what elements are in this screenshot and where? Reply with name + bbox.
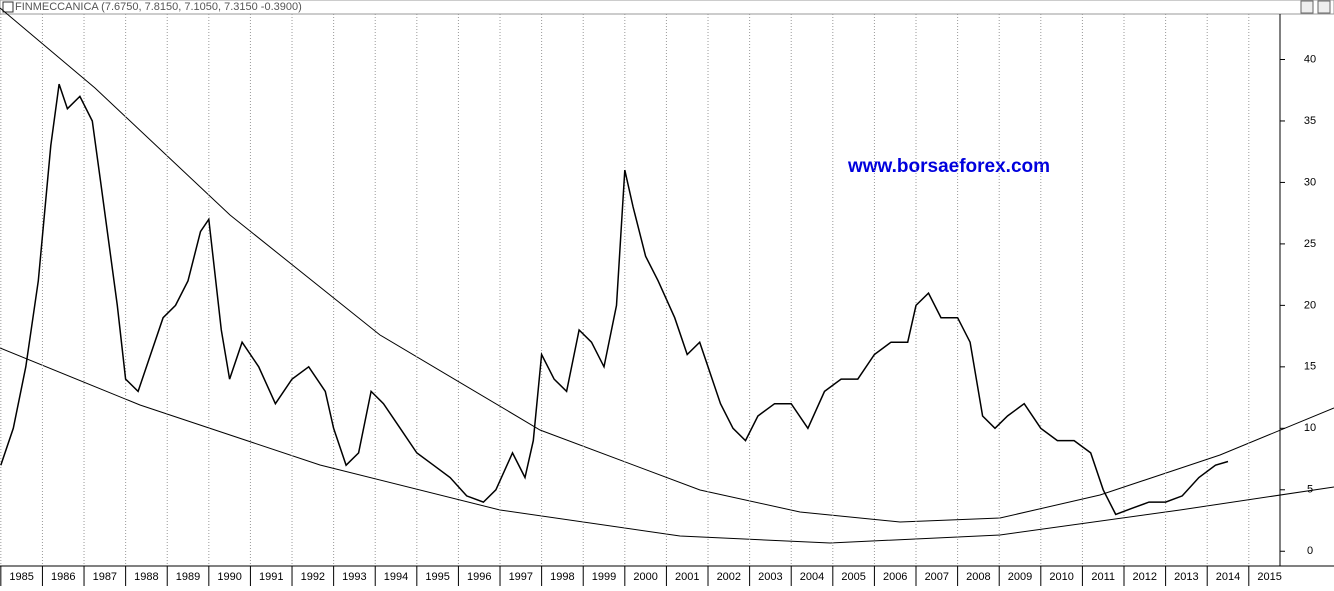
y-tick-label: 35 [1304,115,1316,127]
x-tick-label: 1986 [51,571,75,583]
x-tick-label: 2003 [758,571,782,583]
x-tick-label: 2007 [925,571,949,583]
x-tick-label: 1990 [217,571,241,583]
x-tick-label: 2004 [800,571,824,583]
x-tick-label: 1988 [134,571,158,583]
x-tick-label: 2011 [1091,571,1115,583]
y-tick-label: 20 [1304,299,1316,311]
y-tick-label: 15 [1304,361,1316,373]
title-bar [0,0,1334,15]
x-tick-label: 2015 [1257,571,1281,583]
x-tick-label: 2002 [717,571,741,583]
y-tick-label: 25 [1304,238,1316,250]
watermark: www.borsaeforex.com [847,156,1050,177]
x-tick-label: 1994 [384,571,408,583]
x-tick-label: 1989 [176,571,200,583]
x-tick-label: 2012 [1133,571,1157,583]
x-tick-label: 2013 [1174,571,1198,583]
y-tick-label: 30 [1304,176,1316,188]
trend-curve-lower [0,347,1334,544]
x-tick-label: 1993 [342,571,366,583]
window-icon [2,1,14,13]
x-tick-label: 2000 [633,571,657,583]
y-tick-label: 40 [1304,53,1316,65]
x-tick-label: 1987 [93,571,117,583]
price-line [0,83,1229,516]
y-tick-label: 5 [1307,484,1313,496]
x-tick-label: 1998 [550,571,574,583]
x-tick-label: 1992 [301,571,325,583]
x-tick-label: 2014 [1216,571,1240,583]
chart-title: FINMECCANICA (7.6750, 7.8150, 7.1050, 7.… [15,1,302,13]
x-tick-label: 1985 [9,571,33,583]
x-tick-label: 1997 [509,571,533,583]
maximize-button[interactable] [1317,0,1331,14]
x-tick-label: 1999 [592,571,616,583]
x-tick-label: 2010 [1049,571,1073,583]
y-tick-label: 0 [1307,545,1313,557]
minimize-button[interactable] [1300,0,1314,14]
x-tick-label: 1995 [425,571,449,583]
x-tick-label: 2006 [883,571,907,583]
x-tick-label: 2005 [841,571,865,583]
x-tick-label: 2001 [675,571,699,583]
x-tick-label: 1991 [259,571,283,583]
x-tick-label: 2008 [966,571,990,583]
x-tick-label: 1996 [467,571,491,583]
x-tick-label: 2009 [1008,571,1032,583]
y-tick-label: 10 [1304,422,1316,434]
